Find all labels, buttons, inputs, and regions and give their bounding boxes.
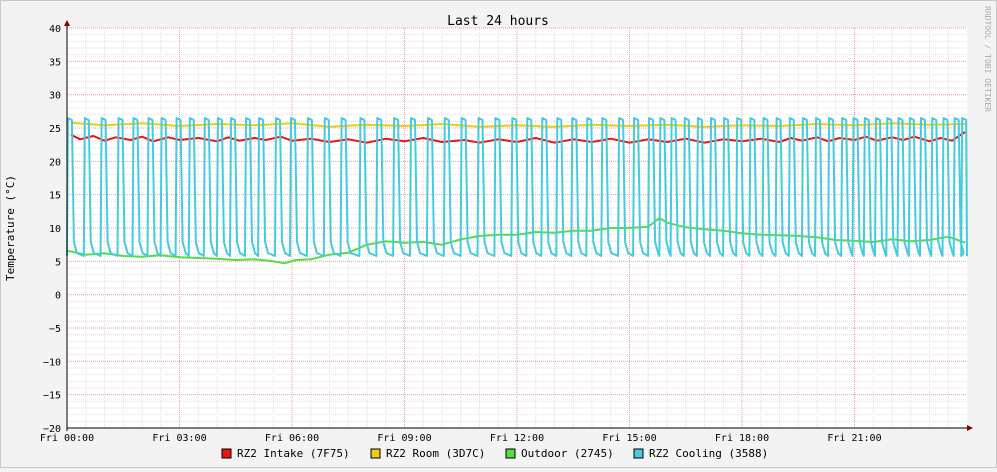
y-tick-label: −15 xyxy=(43,391,61,402)
x-tick-label: Fri 00:00 xyxy=(40,433,94,444)
y-tick-label: −10 xyxy=(43,357,61,368)
x-tick-label: Fri 09:00 xyxy=(377,433,431,444)
y-axis-arrow xyxy=(64,20,70,26)
y-tick-label: 30 xyxy=(49,91,61,102)
y-tick-label: 10 xyxy=(49,224,61,235)
legend-swatch xyxy=(370,448,381,459)
legend: RZ2 Intake (7F75) RZ2 Room (3D7C) Outdoor … xyxy=(221,447,768,460)
y-tick-label: −5 xyxy=(49,324,61,335)
legend-label: RZ2 Cooling (3588) xyxy=(649,447,768,460)
legend-label: Outdoor (2745) xyxy=(521,447,614,460)
x-tick-label: Fri 21:00 xyxy=(827,433,881,444)
grid-layer xyxy=(66,27,967,429)
y-tick-label: 0 xyxy=(55,291,61,302)
x-tick-label: Fri 06:00 xyxy=(265,433,319,444)
legend-swatch xyxy=(221,448,232,459)
y-tick-label: 15 xyxy=(49,191,61,202)
watermark: RRDTOOL / TOBI OETIKER xyxy=(983,6,992,112)
x-axis-arrow xyxy=(967,425,973,431)
x-tick-label: Fri 03:00 xyxy=(152,433,206,444)
series-line-4 xyxy=(66,117,968,257)
chart-title: Last 24 hours xyxy=(447,14,549,29)
y-tick-label: −20 xyxy=(43,424,61,435)
series-layer xyxy=(66,117,968,265)
series-line-3 xyxy=(66,217,966,265)
y-tick-label: 35 xyxy=(49,57,61,68)
legend-label: RZ2 Intake (7F75) xyxy=(237,447,350,460)
y-axis-label: Temperature (°C) xyxy=(4,175,17,281)
legend-swatch xyxy=(505,448,516,459)
y-tick-label: 20 xyxy=(49,157,61,168)
axis-layer: −20 −15 −10 −5 0 5 10 15 20 25 30 35 40 Fri 00:00 Fri … xyxy=(40,20,973,444)
y-tick-label: 5 xyxy=(55,257,61,268)
legend-label: RZ2 Room (3D7C) xyxy=(386,447,485,460)
x-tick-label: Fri 15:00 xyxy=(602,433,656,444)
legend-swatch xyxy=(633,448,644,459)
y-tick-label: 40 xyxy=(49,24,61,35)
y-tick-label: 25 xyxy=(49,124,61,135)
x-tick-label: Fri 12:00 xyxy=(490,433,544,444)
x-tick-label: Fri 18:00 xyxy=(715,433,769,444)
